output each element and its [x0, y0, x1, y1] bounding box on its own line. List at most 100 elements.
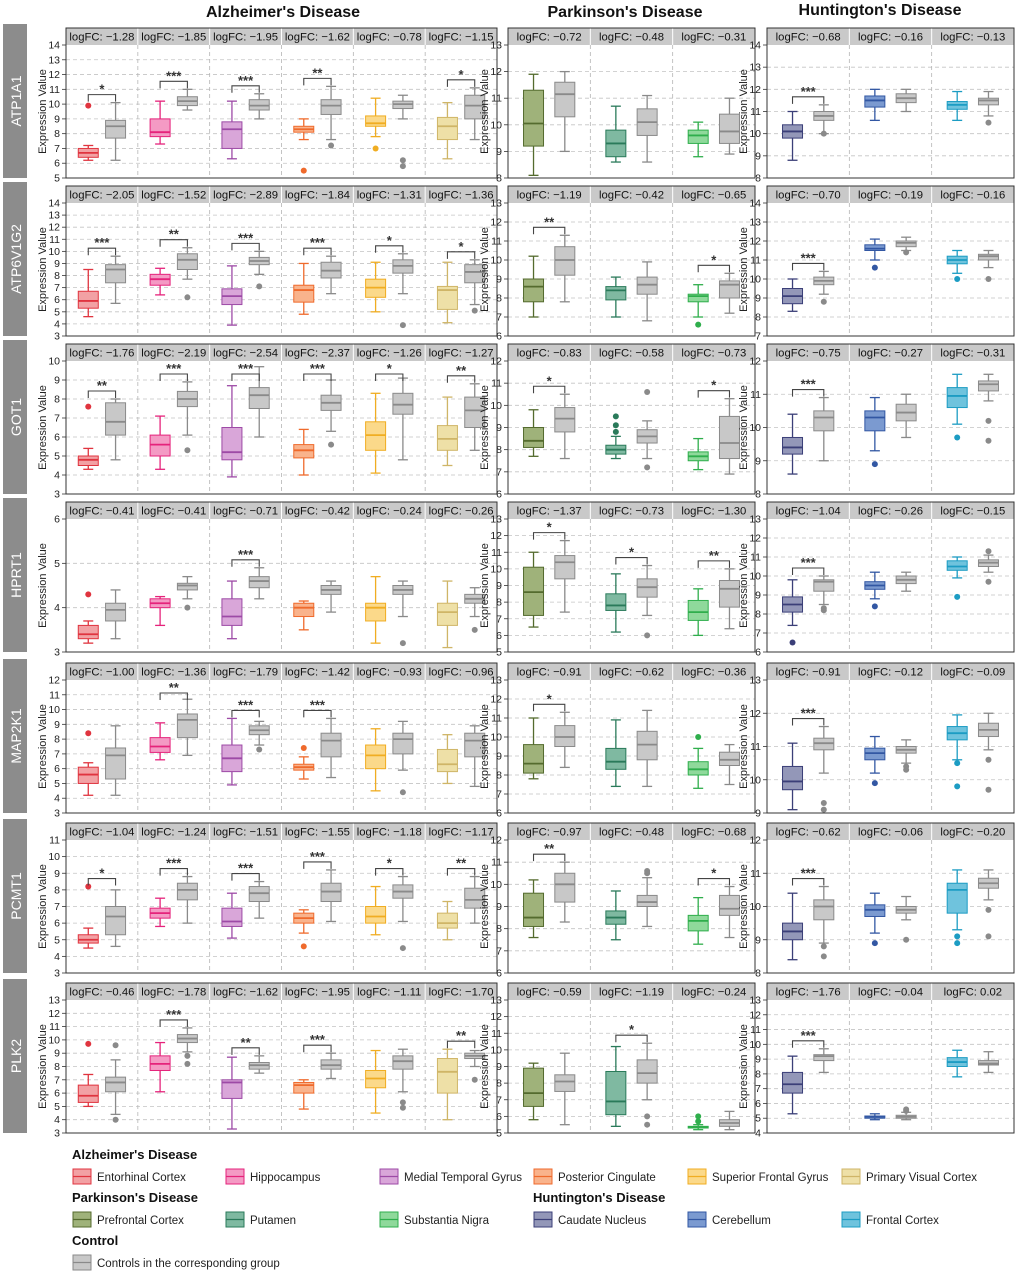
bracket-line [303, 709, 332, 718]
significance-bracket: * [532, 373, 566, 394]
box-disease-medial-temporal-gyrus [221, 100, 243, 160]
panel-atp6v1g2-huntington-s-disease: 7 8 9 10 11 12 13 14 Expression Value logFC: −0.7… [738, 185, 1015, 343]
box-iqr [718, 894, 740, 916]
box-iqr [782, 1071, 804, 1094]
box-disease-substantia-nigra [687, 437, 709, 471]
bracket-line [697, 560, 731, 568]
bracket-line [791, 96, 825, 104]
box-disease-caudate-nucleus [782, 110, 804, 161]
y-tick-label: 6 [496, 968, 502, 980]
legend-title-huntingtons: Huntington's Disease [533, 1190, 665, 1205]
y-tick-label: 10 [490, 879, 502, 891]
box-disease-superior-frontal-gyrus [365, 885, 387, 936]
y-tick-label: 7 [496, 789, 502, 801]
outlier-point [954, 933, 961, 940]
outlier-point [399, 1104, 406, 1111]
y-tick-label: 7 [54, 1074, 60, 1086]
y-tick-label: 3 [54, 331, 60, 343]
box-disease-medial-temporal-gyrus [221, 580, 243, 640]
box-iqr [436, 285, 458, 310]
box-control-posterior-cingulate [320, 717, 342, 779]
box-iqr [248, 387, 270, 410]
bracket-line [615, 557, 648, 565]
box-control-superior-frontal-gyrus [392, 94, 414, 170]
logfc-label: logFC: −1.95 [285, 987, 350, 999]
box-disease-medial-temporal-gyrus [221, 1056, 243, 1130]
box-iqr [221, 1079, 243, 1099]
logfc-label: logFC: −0.68 [681, 827, 746, 839]
outlier-point [954, 783, 961, 790]
gene-label: PLK2 [8, 1039, 24, 1073]
significance-stars: * [387, 361, 393, 376]
box-disease-putamen [605, 105, 627, 163]
box-iqr [248, 576, 270, 589]
outlier-point [695, 1113, 702, 1120]
box-iqr [221, 598, 243, 626]
y-tick-label: 6 [755, 1098, 761, 1110]
box-iqr [221, 427, 243, 461]
significance-bracket: ** [87, 378, 117, 398]
panel-frame [507, 822, 756, 974]
logfc-label: logFC: −1.70 [429, 987, 494, 999]
box-disease-primary-visual-cortex [436, 734, 458, 785]
box-iqr [392, 392, 414, 415]
logfc-label: logFC: −1.37 [517, 506, 582, 518]
logfc-strip [353, 823, 425, 840]
y-tick-label: 11 [491, 857, 502, 869]
logfc-strip [210, 344, 281, 361]
logfc-strip [210, 983, 281, 1000]
logfc-label: logFC: −1.52 [141, 190, 206, 202]
significance-stars: *** [310, 235, 326, 250]
box-iqr [718, 580, 740, 608]
significance-stars: *** [166, 856, 182, 871]
box-iqr [554, 246, 576, 276]
box-disease-cerebellum [864, 88, 886, 122]
box-iqr [946, 882, 968, 914]
logfc-strip [590, 186, 673, 203]
significance-stars: *** [310, 1032, 326, 1047]
outlier-point [184, 1052, 191, 1059]
box-iqr [436, 602, 458, 626]
outlier-point [954, 593, 961, 600]
box-control-frontal-cortex [977, 90, 999, 126]
panel-frame [766, 662, 1015, 814]
y-tick-label: 11 [750, 255, 761, 267]
outlier-point [399, 789, 406, 796]
outlier-point [372, 145, 379, 152]
bracket-line [532, 385, 566, 394]
legend-item-medial-temporal-gyrus: Medial Temporal Gyrus [379, 1168, 522, 1185]
outlier-point [954, 760, 961, 767]
bracket-line [231, 242, 260, 251]
logfc-label: logFC: −2.89 [213, 190, 278, 202]
box-control-medial-temporal-gyrus [248, 1055, 270, 1074]
panel-plk2-parkinson-s-disease: 5 6 7 8 9 10 11 12 13 Expression Value logFC: −0.5… [479, 982, 756, 1140]
box-disease-cerebellum [864, 735, 886, 787]
significance-stars: *** [94, 235, 110, 250]
y-tick-label: 11 [491, 713, 502, 725]
y-tick-label: 11 [491, 93, 502, 105]
significance-bracket: *** [87, 235, 117, 256]
y-tick-label: 11 [491, 1028, 502, 1040]
logfc-label: logFC: −0.78 [357, 32, 422, 44]
y-axis-label: Expression Value [479, 69, 491, 154]
bracket-line [87, 94, 117, 102]
logfc-label: logFC: −0.62 [599, 667, 664, 679]
box-disease-posterior-cingulate [293, 262, 315, 315]
significance-bracket: *** [791, 555, 825, 575]
y-tick-label: 11 [750, 868, 761, 880]
significance-stars: *** [310, 697, 326, 712]
logfc-label: logFC: −1.19 [599, 987, 664, 999]
box-disease-substantia-nigra [687, 734, 709, 789]
outlier-point [820, 130, 827, 137]
y-tick-label: 11 [49, 84, 60, 96]
box-disease-caudate-nucleus [782, 742, 804, 811]
significance-stars: ** [544, 841, 555, 856]
y-tick-label: 8 [496, 597, 502, 609]
legend-item-putamen: Putamen [225, 1211, 296, 1228]
box-control-prefrontal-cortex [554, 234, 576, 303]
box-disease-primary-visual-cortex [436, 101, 458, 160]
box-control-posterior-cingulate [320, 580, 342, 613]
logfc-label: logFC: −1.42 [285, 667, 350, 679]
bracket-line [532, 703, 566, 712]
outlier-point [85, 883, 92, 890]
